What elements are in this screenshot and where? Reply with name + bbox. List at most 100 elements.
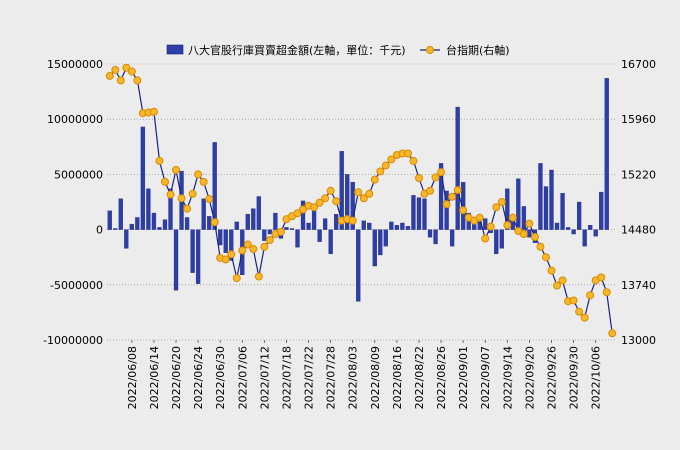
line-point <box>608 329 617 338</box>
bar <box>184 217 190 230</box>
legend-line-label: 台指期(右軸) <box>446 43 510 57</box>
line-point <box>580 313 589 322</box>
bar <box>411 195 416 230</box>
bar <box>389 221 394 230</box>
bar <box>284 227 289 230</box>
bar <box>317 229 322 242</box>
left-axis: 15000000 10000000 5000000 0 -5000000 -1000000… <box>43 58 103 347</box>
bar <box>505 188 510 230</box>
bar <box>262 229 267 241</box>
line-point <box>403 149 412 158</box>
bar <box>560 193 565 230</box>
bar <box>146 188 151 230</box>
bar <box>494 229 499 255</box>
bar <box>151 212 157 230</box>
bar <box>190 229 195 273</box>
bar <box>124 229 129 249</box>
bar <box>339 151 344 230</box>
bar <box>118 198 123 230</box>
line-point <box>431 173 440 182</box>
x-tick-label: 2022/07/06 <box>236 346 249 409</box>
x-tick-label: 2022/06/14 <box>148 346 161 409</box>
line-point <box>459 206 468 215</box>
bar <box>173 229 179 291</box>
bar <box>168 188 173 230</box>
x-tick-label: 2022/07/28 <box>325 346 338 409</box>
x-tick-label: 2022/08/03 <box>347 346 360 409</box>
left-tick-label: -10000000 <box>43 334 103 347</box>
line-point <box>365 189 374 198</box>
line-point <box>321 194 330 203</box>
bar <box>582 229 587 247</box>
legend: 八大官股行庫買賣超金額(左軸，單位：千元) 台指期(右軸) <box>166 43 510 57</box>
bar <box>273 212 278 230</box>
legend-bar-swatch <box>166 44 184 55</box>
right-tick-label: 13000 <box>621 334 656 347</box>
right-tick-label: 15960 <box>621 113 656 126</box>
line-series <box>105 63 617 338</box>
line-point <box>376 167 385 176</box>
plot-area <box>107 64 615 340</box>
bar <box>543 186 549 230</box>
line-point <box>172 165 181 174</box>
line-point <box>348 216 357 225</box>
line-point <box>475 213 484 222</box>
line-point <box>414 174 423 183</box>
bar <box>345 174 350 230</box>
line-point <box>525 219 534 228</box>
line-point <box>381 161 390 170</box>
line-point <box>177 194 186 203</box>
line-point <box>249 244 258 253</box>
line-point <box>486 222 495 231</box>
line-point <box>276 227 285 236</box>
line-point <box>210 218 219 227</box>
line-point <box>155 156 164 165</box>
bar <box>157 227 162 230</box>
bar <box>328 229 333 255</box>
bar <box>372 229 377 267</box>
x-tick-label: 2022/06/30 <box>214 346 227 409</box>
line-point <box>205 195 214 204</box>
line-point <box>503 221 512 230</box>
line-point <box>149 107 158 116</box>
line-point <box>227 250 236 259</box>
line-point <box>497 198 506 206</box>
bar <box>267 229 273 235</box>
bar <box>356 229 361 302</box>
line-point <box>530 233 539 242</box>
line-point <box>370 175 379 184</box>
bar <box>218 229 223 246</box>
line-point <box>122 63 131 72</box>
bar <box>433 229 438 245</box>
bar <box>300 200 306 230</box>
bar <box>195 229 201 284</box>
line-point <box>133 76 142 85</box>
x-tick-label: 2022/09/26 <box>546 346 559 409</box>
line-point <box>315 198 324 207</box>
bar <box>593 229 598 237</box>
x-tick-label: 2022/07/18 <box>280 346 293 409</box>
bar <box>322 218 328 230</box>
line-point <box>310 203 319 212</box>
bar <box>245 213 250 230</box>
bar <box>135 217 140 230</box>
right-tick-label: 13740 <box>621 279 656 292</box>
x-tick-label: 2022/07/12 <box>258 346 271 409</box>
line-point <box>105 71 114 80</box>
x-tick-label: 2022/09/14 <box>501 346 514 409</box>
bar <box>516 178 521 230</box>
bar <box>223 229 228 253</box>
bar <box>444 190 449 230</box>
line-point <box>437 168 446 177</box>
bar <box>405 226 411 230</box>
x-tick-label: 2022/08/22 <box>413 346 426 409</box>
right-tick-label: 14480 <box>621 224 656 237</box>
right-axis: 16700 15960 15220 14480 13740 13000 <box>621 58 656 347</box>
bar <box>295 229 300 248</box>
bar <box>306 222 311 230</box>
line-point <box>409 156 418 165</box>
line-point <box>127 67 136 76</box>
bar <box>394 225 400 230</box>
x-tick-label: 2022/10/06 <box>590 346 603 409</box>
bar <box>449 229 455 247</box>
